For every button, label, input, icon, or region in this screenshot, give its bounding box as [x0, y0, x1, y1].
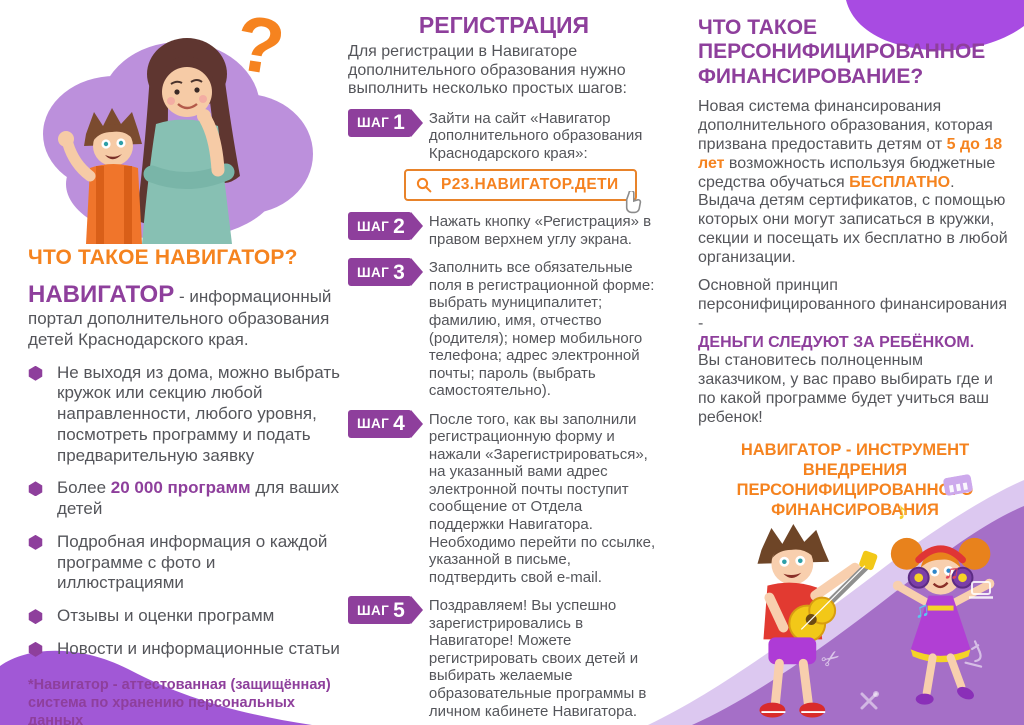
right-paragraph-2: Основной принцип персонифицированного фи…: [698, 277, 1012, 428]
boy-with-guitar-figure: [757, 523, 878, 718]
mom-figure: [136, 38, 240, 244]
step-text: Поздравляем! Вы успешно зарегистрировали…: [428, 597, 647, 720]
step-text: Заполнить все обязательные поля в регист…: [428, 259, 655, 400]
tools-icon: [860, 691, 879, 710]
step-row-2: ШАГ 2 Нажать кнопку «Регистрация» в прав…: [348, 211, 660, 248]
left-intro-text: - информационный портал дополнительного …: [28, 287, 332, 349]
laptop-icon: [969, 581, 993, 599]
right-paragraph-1: Новая система финансирования дополнитель…: [698, 98, 1008, 267]
left-footnote: *Навигатор - аттестованная (защищённая) …: [28, 676, 331, 725]
step-badge: ШАГ 2: [348, 212, 412, 241]
right-column: ЧТО ТАКОЕ ПЕРСОНИФИЦИРОВАННОЕ ФИНАНСИРОВ…: [698, 16, 1012, 520]
right-paragraph-3: Вы становитесь полноценным заказчиком, у…: [698, 352, 993, 427]
step-text: После того, как вы заполнили регистрацио…: [428, 410, 656, 586]
step-badge: ШАГ 1: [348, 108, 412, 137]
right-heading: ЧТО ТАКОЕ ПЕРСОНИФИЦИРОВАННОЕ ФИНАНСИРОВ…: [698, 16, 986, 88]
bullet-text: Подробная информация о каждой программе …: [57, 531, 328, 593]
step-row-5: ШАГ 5 Поздравляем! Вы успешно зарегистри…: [348, 595, 660, 720]
step-badge-label: ШАГ: [357, 416, 390, 432]
step-text: Зайти на сайт «Навигатор дополнительного…: [428, 109, 643, 162]
step-badge-number: 2: [393, 214, 405, 238]
step-text: Нажать кнопку «Регистрация» в правом вер…: [428, 213, 652, 248]
registration-intro: Для регистрации в Навигаторе дополнитель…: [348, 43, 627, 98]
step-badge-number: 4: [393, 412, 405, 436]
search-icon: [416, 178, 432, 193]
step-badge-number: 3: [393, 260, 405, 284]
navigator-term: НАВИГАТОР: [28, 281, 175, 308]
step-badge-label: ШАГ: [357, 602, 390, 618]
bullet-text: Не выходя из дома, можно выбрать кружок …: [57, 362, 340, 465]
highlight-age: 5 до 18 лет: [698, 135, 1003, 172]
left-intro: НАВИГАТОР - информационный портал дополн…: [28, 280, 342, 351]
hexagon-bullet-icon: [28, 481, 43, 497]
left-heading: ЧТО ТАКОЕ НАВИГАТОР?: [28, 246, 298, 269]
girl-with-headphones-figure: [890, 537, 995, 705]
bullet-list: Не выходя из дома, можно выбрать кружок …: [28, 363, 342, 660]
bullet-text: Более 20 000 программ для ваших детей: [57, 478, 340, 519]
hexagon-bullet-icon: [28, 609, 43, 625]
step-badge: ШАГ 4: [348, 409, 412, 438]
bullet-item: Новости и информационные статьи: [28, 639, 342, 660]
hexagon-bullet-icon: [28, 365, 43, 381]
step-badge-number: 5: [393, 598, 405, 622]
highlight-free: БЕСПЛАТНО: [849, 173, 951, 191]
middle-column: РЕГИСТРАЦИЯ Для регистрации в Навигаторе…: [348, 12, 660, 725]
left-column: ЧТО ТАКОЕ НАВИГАТОР? НАВИГАТОР - информа…: [28, 246, 342, 725]
search-box[interactable]: Р23.НАВИГАТОР.ДЕТИ: [404, 169, 637, 202]
cursor-hand-icon: [625, 191, 641, 214]
bullet-text: Новости и информационные статьи: [57, 638, 340, 658]
step-row-4: ШАГ 4 После того, как вы заполнили регис…: [348, 409, 660, 586]
bullet-text: Отзывы и оценки программ: [57, 606, 275, 626]
step-badge: ШАГ 3: [348, 258, 412, 287]
bullet-item: Не выходя из дома, можно выбрать кружок …: [28, 363, 342, 467]
step-badge-label: ШАГ: [357, 218, 390, 234]
step-badge-number: 1: [393, 111, 405, 135]
bullet-item: Более 20 000 программ для ваших детей: [28, 478, 342, 519]
step-badge-label: ШАГ: [357, 264, 390, 280]
mom-and-child-illustration: [43, 38, 313, 244]
step-row-3: ШАГ 3 Заполнить все обязательные поля в …: [348, 257, 660, 399]
registration-heading: РЕГИСТРАЦИЯ: [418, 12, 590, 38]
hexagon-bullet-icon: [28, 534, 43, 550]
money-follows-child-text: ДЕНЬГИ СЛЕДУЮТ ЗА РЕБЁНКОМ.: [698, 333, 975, 351]
child-figure: [58, 108, 142, 244]
hexagon-bullet-icon: [28, 641, 43, 657]
site-link-row: Р23.НАВИГАТОР.ДЕТИ: [404, 169, 641, 214]
step-row-1: ШАГ 1 Зайти на сайт «Навигатор дополните…: [348, 108, 660, 163]
search-url: Р23.НАВИГАТОР.ДЕТИ: [441, 176, 619, 194]
step-badge: ШАГ 5: [348, 596, 412, 625]
bullet-item: Отзывы и оценки программ: [28, 606, 342, 627]
step-badge-label: ШАГ: [357, 115, 390, 131]
bullet-item: Подробная информация о каждой программе …: [28, 532, 342, 594]
music-note-icon: ♫: [912, 598, 932, 623]
